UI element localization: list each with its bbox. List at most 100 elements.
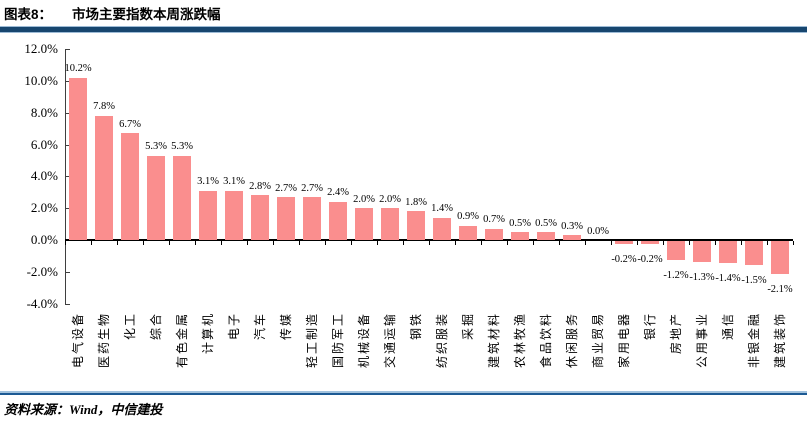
y-axis-tick [65,271,70,273]
bar-value-label: 3.1% [197,176,219,188]
bar [745,241,763,265]
bar-value-label: 2.0% [353,193,375,205]
y-axis-tick [65,112,70,114]
x-axis-tick [767,241,768,245]
category-label: 国防军工 [331,312,345,369]
x-axis-line [65,239,793,241]
bar-value-label: -1.4% [715,273,741,285]
y-axis-tick [65,303,70,305]
y-axis-tick [65,81,70,82]
bar-value-label: 5.3% [145,141,167,153]
x-axis-tick [611,241,612,245]
x-axis-tick [65,241,66,245]
bar-value-label: 2.0% [379,193,401,205]
y-axis-tick-label: 0.0% [30,232,58,247]
bar [433,217,451,240]
bar-value-label: 0.9% [457,211,479,223]
category-label: 化工 [123,312,137,341]
bar-value-label: 10.2% [64,63,92,75]
category-label: 商业贸易 [591,312,605,369]
category-label: 家用电器 [617,312,631,369]
y-axis-line [65,49,66,304]
bar-value-label: -1.2% [663,270,689,282]
bar [667,241,685,261]
bar [563,235,581,240]
category-label: 医药生物 [97,312,111,369]
x-axis-tick [143,241,144,245]
bar [95,115,113,240]
category-label: 轻工制造 [305,312,319,369]
bar [147,155,165,240]
x-axis-tick [741,241,742,245]
x-axis-tick [429,241,430,245]
figure-title: 市场主要指数本周涨跌幅 [72,7,221,22]
y-axis-tick [65,176,70,178]
bar-value-label: 2.7% [275,182,297,194]
category-label: 银行 [643,312,657,341]
x-axis-tick [221,241,222,245]
figure-header: 图表8： 市场主要指数本周涨跌幅 [4,3,221,23]
y-axis-tick-label: -2.0% [26,263,58,279]
category-label: 交通运输 [383,312,397,369]
category-label: 综合 [149,312,163,341]
x-axis-tick [351,241,352,245]
source-note: 资料来源：Wind，中信建投 [4,402,163,417]
x-axis-tick [715,241,716,245]
x-axis-tick [377,241,378,245]
x-axis-tick [169,241,170,245]
category-label: 建筑装饰 [773,312,787,369]
bar [251,195,269,240]
bar [719,241,737,264]
category-label: 机械设备 [357,312,371,369]
x-axis-tick [637,241,638,245]
footer-divider [0,391,807,395]
bar [225,190,243,240]
bar-value-label: 6.7% [119,118,141,130]
bar [459,225,477,240]
bar-value-label: 0.5% [509,217,531,229]
bar [329,201,347,240]
bar-value-label: 3.1% [223,176,245,188]
bar [641,241,659,245]
y-axis-tick-label: 6.0% [30,136,58,152]
bar-value-label: 0.3% [561,220,583,232]
bar [537,232,555,240]
y-axis-tick-label: 8.0% [30,104,58,120]
bar-value-label: 2.4% [327,187,349,199]
bar [303,197,321,240]
category-label: 公用事业 [695,312,709,369]
category-label: 休闲服务 [565,312,579,369]
bar [121,133,139,240]
x-axis-tick [325,241,326,245]
figure-tag: 图表8： [4,7,53,22]
bar-value-label: -2.1% [767,284,793,296]
y-axis-tick-label: 10.0% [24,73,58,88]
bar-value-label: 7.8% [93,101,115,113]
category-label: 钢铁 [409,312,423,341]
x-axis-tick [585,241,586,245]
bar-value-label: 0.5% [535,217,557,229]
bar [277,197,295,240]
bar-value-label: 2.7% [301,182,323,194]
category-label: 纺织服装 [435,312,449,369]
header-divider [0,26,807,33]
x-axis-tick [793,241,794,245]
category-label: 电子 [227,312,241,341]
bar-value-label: 0.0% [587,225,609,237]
bar [407,211,425,240]
bar [511,232,529,240]
bar [615,241,633,245]
bar [381,208,399,240]
x-axis-tick [247,241,248,245]
y-axis-tick-label: 4.0% [30,168,58,184]
x-axis-tick [559,241,560,245]
bar [69,77,87,240]
bar-value-label: 1.8% [405,196,427,208]
x-axis-tick [663,241,664,245]
bar [173,155,191,240]
bar-value-label: 1.4% [431,203,453,215]
bar-value-label: -1.5% [741,274,767,286]
x-axis-tick [507,241,508,245]
